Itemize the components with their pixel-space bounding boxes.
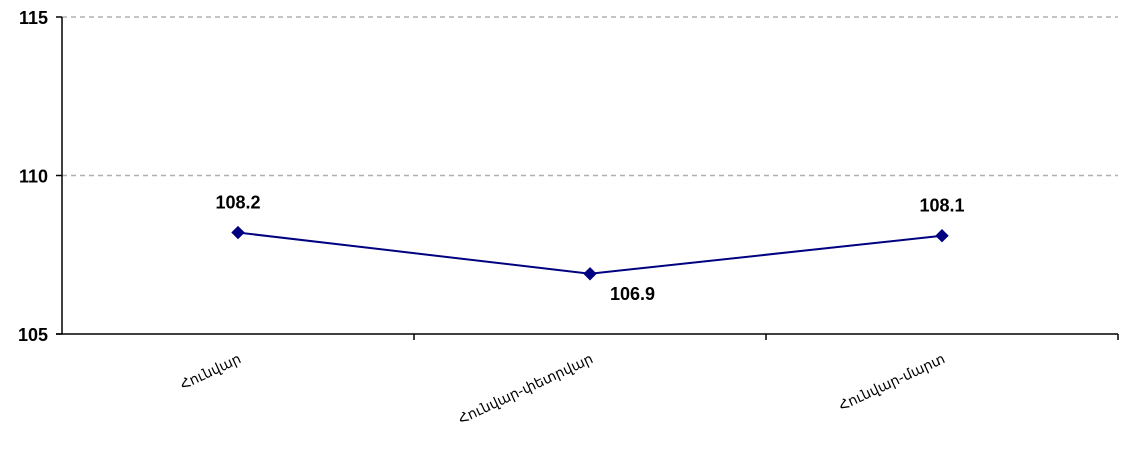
y-tick-label: 115 bbox=[19, 8, 48, 28]
x-category-label: Հունվար-մարտ bbox=[836, 351, 947, 414]
y-tick-label: 110 bbox=[19, 167, 48, 187]
data-point-marker bbox=[231, 225, 245, 240]
series-layer bbox=[231, 225, 949, 281]
axes-layer: 105 110 115 bbox=[18, 8, 1119, 345]
data-label: 108.2 bbox=[215, 193, 260, 213]
x-category-label: Հունվար-փետրվար bbox=[456, 351, 596, 427]
data-point-marker bbox=[583, 267, 597, 281]
y-tick-label: 105 bbox=[18, 325, 48, 345]
labels-layer: Հունվար Հունվար-փետրվար Հունվար-մարտ 108.2 1… bbox=[178, 193, 965, 428]
data-label: 106.9 bbox=[610, 284, 655, 304]
data-point-marker bbox=[935, 229, 949, 243]
x-category-label: Հունվար bbox=[178, 351, 244, 393]
grid-layer bbox=[62, 16, 1118, 177]
data-label: 108.1 bbox=[919, 196, 964, 216]
